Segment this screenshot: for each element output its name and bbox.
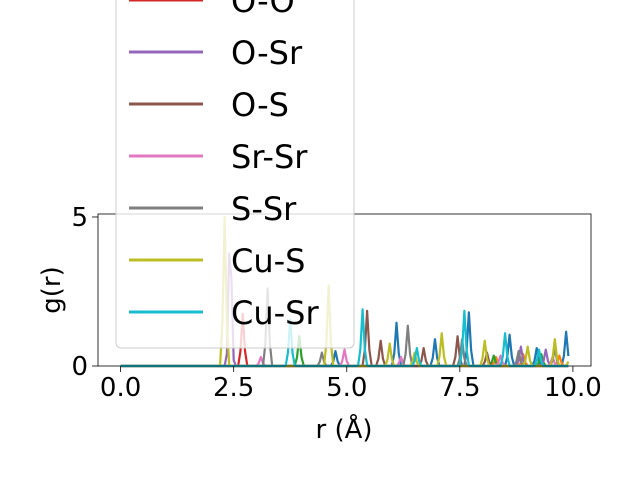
x-tick-label: 0.0 xyxy=(100,373,141,403)
y-axis-ticks: 05 xyxy=(71,203,98,382)
legend-label: O-S xyxy=(231,86,289,124)
legend-label: O-Sr xyxy=(231,34,303,72)
legend-label: Sr-Sr xyxy=(231,138,308,176)
y-axis-label: g(r) xyxy=(37,266,67,313)
legend: O-O O-Sr O-S Sr-Sr S-Sr Cu-S Cu-Sr xyxy=(115,0,355,349)
x-tick-label: 5.0 xyxy=(326,373,367,403)
x-tick-label: 7.5 xyxy=(439,373,480,403)
y-tick-label: 0 xyxy=(71,352,88,382)
legend-label: S-Sr xyxy=(231,190,297,228)
legend-label: Cu-S xyxy=(231,242,305,280)
x-axis-ticks: 0.0 2.5 5.0 7.5 10.0 xyxy=(100,366,602,403)
y-tick-label: 5 xyxy=(71,203,88,233)
x-axis-label: r (Å) xyxy=(315,413,372,445)
legend-label: Cu-Sr xyxy=(231,294,319,332)
x-tick-label: 2.5 xyxy=(213,373,254,403)
x-tick-label: 10.0 xyxy=(544,373,602,403)
legend-label: O-O xyxy=(231,0,295,20)
